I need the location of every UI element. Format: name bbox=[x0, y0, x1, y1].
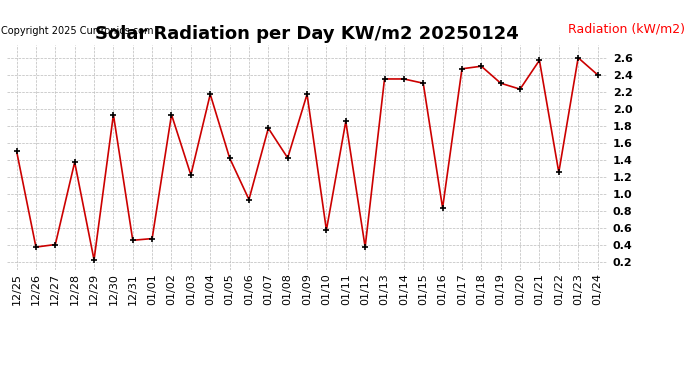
Text: Radiation (kW/m2): Radiation (kW/m2) bbox=[569, 23, 685, 36]
Text: Copyright 2025 Curtronics.com: Copyright 2025 Curtronics.com bbox=[1, 26, 153, 36]
Title: Solar Radiation per Day KW/m2 20250124: Solar Radiation per Day KW/m2 20250124 bbox=[95, 26, 519, 44]
